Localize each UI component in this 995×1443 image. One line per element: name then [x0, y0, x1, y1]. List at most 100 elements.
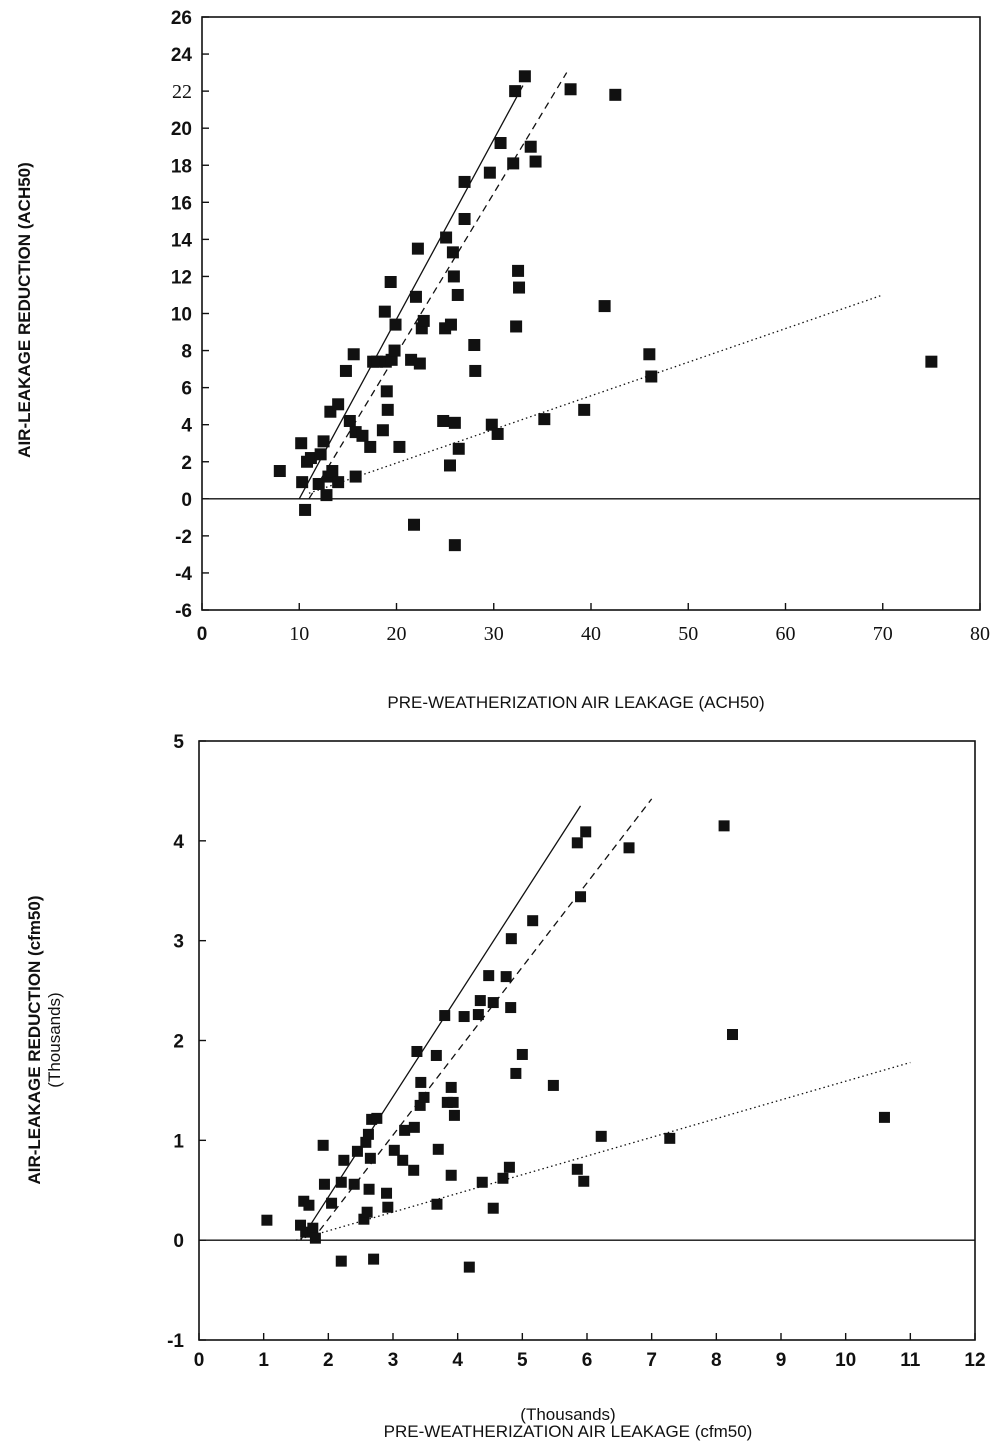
x-tick-label: 5 — [517, 1350, 528, 1371]
data-point — [509, 85, 522, 98]
data-point — [571, 837, 583, 849]
data-point — [431, 1198, 443, 1210]
data-point — [381, 403, 394, 416]
data-point — [487, 997, 499, 1009]
data-point — [358, 1213, 370, 1225]
data-point — [295, 437, 308, 450]
y-tick-label: -4 — [175, 564, 192, 585]
x-tick-label: 12 — [964, 1350, 985, 1371]
data-point — [878, 1111, 890, 1123]
x-tick-label: 3 — [388, 1350, 399, 1371]
data-point — [564, 83, 577, 96]
data-point — [332, 476, 345, 489]
x-tick-label: 80 — [970, 623, 990, 645]
data-point — [518, 70, 531, 83]
data-point — [474, 995, 486, 1007]
y-tick-label: 26 — [171, 8, 192, 29]
data-point — [483, 970, 495, 982]
data-point — [447, 270, 460, 283]
data-point — [578, 403, 591, 416]
x-tick-label: 10 — [835, 1350, 856, 1371]
data-point — [623, 842, 635, 854]
chart-1-x-axis-title: PRE-WEATHERIZATION AIR LEAKAGE (ACH50) — [387, 693, 764, 712]
data-point — [500, 971, 512, 983]
data-point — [326, 1197, 338, 1209]
chart-1-x-ticks: 0 10 20 30 40 50 60 70 80 — [197, 603, 990, 645]
data-point — [458, 175, 471, 188]
data-point — [335, 1176, 347, 1188]
data-point — [339, 364, 352, 377]
y-tick-label: 4 — [173, 832, 184, 853]
chart-1-y-axis-title: AIR-LEAKAGE REDUCTION (ACH50) — [15, 162, 34, 458]
data-point — [361, 1206, 373, 1218]
data-point — [440, 231, 453, 244]
data-point — [451, 288, 464, 301]
data-point — [413, 357, 426, 370]
data-point — [437, 414, 450, 427]
data-point — [664, 1132, 676, 1144]
data-point — [381, 1187, 393, 1199]
chart-2-x-unit-note: (Thousands) — [520, 1405, 615, 1424]
data-point — [351, 1145, 363, 1157]
data-point — [418, 1091, 430, 1103]
data-point — [578, 1175, 590, 1187]
data-point — [317, 435, 330, 448]
chart-2-y-ticks: -1 0 1 2 3 4 5 — [167, 732, 975, 1352]
data-point — [925, 355, 938, 368]
chart-1-plot-frame — [201, 16, 981, 611]
data-point — [441, 1096, 453, 1108]
data-point — [510, 320, 523, 333]
data-point — [385, 353, 398, 366]
data-point — [643, 348, 656, 361]
data-point — [443, 459, 456, 472]
data-point — [378, 305, 391, 318]
data-point — [393, 440, 406, 453]
data-point — [575, 891, 587, 903]
x-tick-label: 60 — [776, 623, 796, 645]
data-point — [513, 281, 526, 294]
y-tick-label: 6 — [181, 379, 192, 400]
data-point — [598, 300, 611, 313]
data-point — [645, 370, 658, 383]
x-tick-label: 20 — [387, 623, 407, 645]
fit-line-solid — [299, 805, 582, 1241]
data-point — [408, 1121, 420, 1133]
y-tick-label: 0 — [173, 1231, 184, 1252]
data-point — [309, 1232, 321, 1244]
data-point — [312, 477, 325, 490]
data-point — [371, 1112, 383, 1124]
y-tick-label: -2 — [175, 527, 192, 548]
y-tick-label: 10 — [171, 305, 192, 326]
data-point — [295, 1219, 307, 1231]
y-tick-label: 4 — [181, 416, 192, 437]
data-point — [409, 290, 422, 303]
x-tick-label: 9 — [776, 1350, 787, 1371]
data-point — [368, 1253, 380, 1265]
data-point — [432, 1143, 444, 1155]
data-point — [397, 1154, 409, 1166]
x-tick-label: 4 — [452, 1350, 463, 1371]
x-tick-label: 50 — [678, 623, 698, 645]
chart-2-fit-lines — [295, 798, 911, 1241]
data-point — [463, 1261, 475, 1273]
data-point — [595, 1130, 607, 1142]
x-tick-label: 7 — [646, 1350, 657, 1371]
data-point — [529, 155, 542, 168]
data-point — [347, 348, 360, 361]
data-point — [388, 344, 401, 357]
data-point — [408, 518, 421, 531]
fit-line-dashed — [308, 72, 568, 500]
data-point — [363, 1183, 375, 1195]
chart-2-y-axis-title: AIR-LEAKAGE REDUCTION (cfm50) — [25, 895, 44, 1184]
x-tick-label: 0 — [194, 1350, 205, 1371]
data-point — [476, 1176, 488, 1188]
data-point — [296, 476, 309, 489]
data-point — [448, 539, 461, 552]
chart-2-x-ticks: 0 1 2 3 4 5 6 7 8 9 10 11 12 — [194, 1333, 986, 1371]
x-tick-label: 6 — [582, 1350, 593, 1371]
chart-1-data-points — [273, 70, 938, 552]
y-tick-label: 16 — [171, 193, 192, 214]
data-point — [512, 264, 525, 277]
